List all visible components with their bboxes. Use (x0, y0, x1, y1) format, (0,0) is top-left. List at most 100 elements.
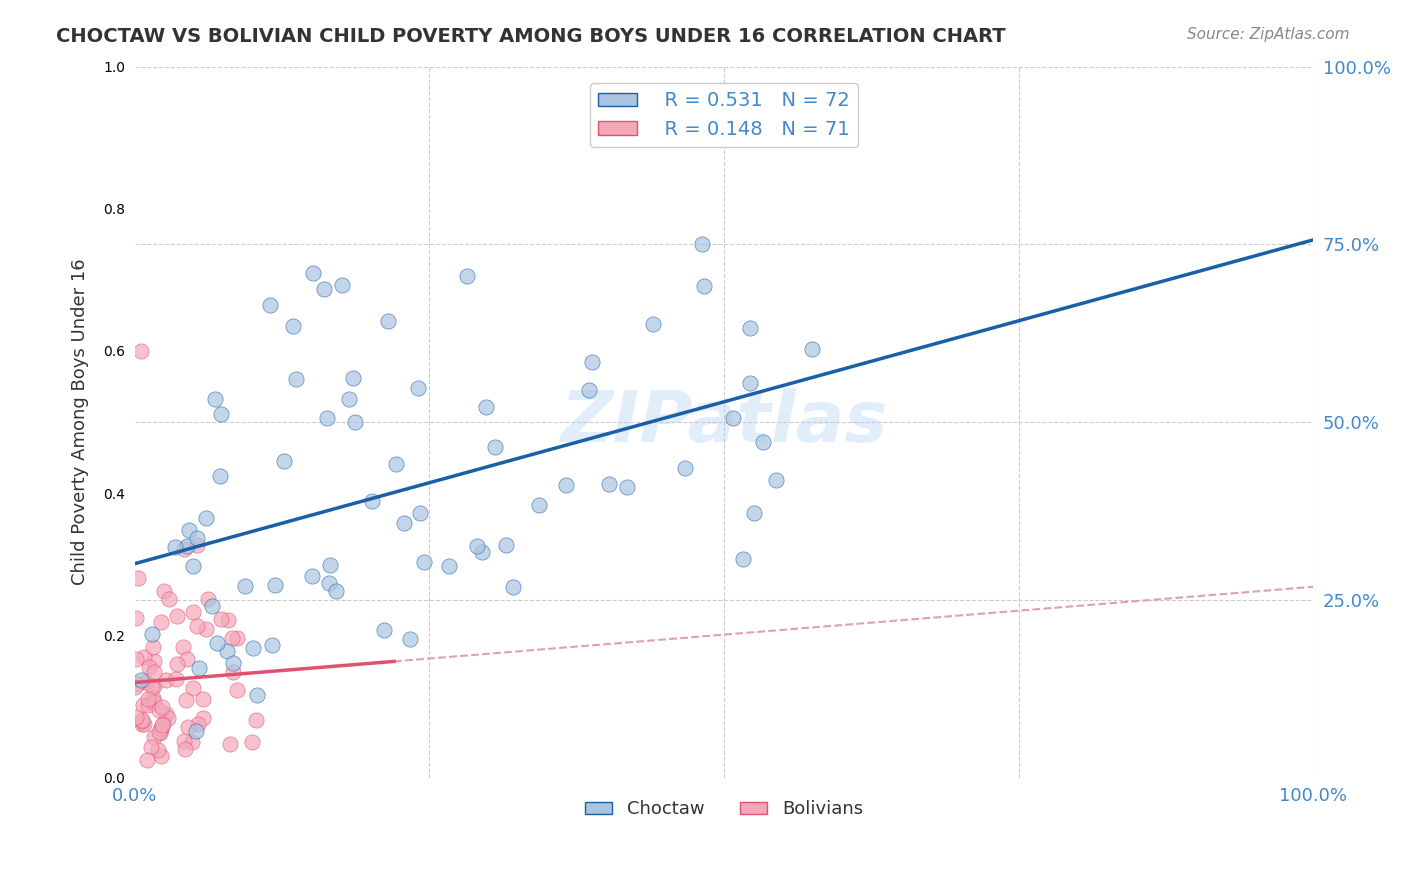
Point (148, 702, 170, 716)
Point (740, 376, 762, 390)
Point (301, 569, 323, 583)
Point (205, 635, 228, 649)
Point (502, 580, 524, 594)
Point (226, 631, 249, 645)
Point (318, 575, 340, 590)
Point (259, 298, 281, 312)
Point (731, 552, 754, 566)
Point (456, 269, 478, 284)
Point (132, 698, 155, 713)
Point (163, 541, 186, 555)
Point (342, 371, 364, 385)
Point (392, 516, 415, 531)
Point (155, 706, 177, 721)
Point (131, 717, 153, 731)
Point (142, 695, 165, 709)
Point (409, 506, 432, 520)
Point (330, 278, 353, 293)
Point (439, 559, 461, 574)
Point (413, 555, 436, 569)
Point (222, 665, 245, 679)
Point (135, 675, 157, 690)
Point (217, 613, 239, 627)
Point (262, 638, 284, 652)
Point (693, 278, 716, 293)
Point (136, 692, 159, 706)
Point (141, 680, 163, 694)
Point (475, 401, 498, 415)
Point (721, 411, 744, 425)
Point (209, 407, 232, 421)
Point (142, 640, 165, 655)
Point (385, 457, 408, 471)
Point (129, 673, 152, 687)
Point (471, 545, 494, 559)
Point (751, 434, 773, 449)
Point (125, 652, 148, 666)
Point (155, 673, 177, 688)
Point (150, 615, 173, 629)
Point (153, 584, 176, 599)
Point (284, 372, 307, 386)
Point (150, 699, 173, 714)
Point (578, 384, 600, 398)
Point (191, 711, 214, 725)
Point (134, 650, 156, 665)
Point (183, 606, 205, 620)
Point (125, 709, 148, 723)
Point (180, 735, 202, 749)
Point (337, 392, 360, 407)
Point (800, 343, 823, 357)
Point (181, 558, 204, 573)
Point (738, 321, 761, 335)
Point (616, 480, 638, 494)
Point (495, 538, 517, 552)
Point (222, 657, 245, 671)
Point (581, 355, 603, 369)
Legend: Choctaw, Bolivians: Choctaw, Bolivians (578, 793, 870, 825)
Text: CHOCTAW VS BOLIVIAN CHILD POVERTY AMONG BOYS UNDER 16 CORRELATION CHART: CHOCTAW VS BOLIVIAN CHILD POVERTY AMONG … (56, 27, 1005, 45)
Point (149, 748, 172, 763)
Point (176, 539, 198, 553)
Point (281, 319, 304, 334)
Point (143, 665, 166, 679)
Point (186, 538, 208, 552)
Point (643, 317, 665, 331)
Point (142, 679, 165, 693)
Point (174, 693, 197, 707)
Point (242, 640, 264, 655)
Point (204, 392, 226, 406)
Point (156, 711, 179, 725)
Point (742, 506, 765, 520)
Point (194, 511, 217, 525)
Point (127, 677, 149, 691)
Point (142, 654, 165, 668)
Point (343, 415, 366, 429)
Point (187, 661, 209, 675)
Point (143, 730, 166, 744)
Point (555, 478, 578, 492)
Point (373, 623, 395, 637)
Point (176, 652, 198, 666)
Point (173, 734, 195, 748)
Point (233, 579, 256, 593)
Point (177, 720, 200, 734)
Point (173, 742, 195, 756)
Point (166, 657, 188, 672)
Point (197, 592, 219, 607)
Point (150, 718, 173, 732)
Point (408, 381, 430, 395)
Point (209, 611, 232, 625)
Point (172, 640, 194, 655)
Point (245, 714, 267, 728)
Point (135, 753, 157, 767)
Point (125, 611, 148, 625)
Text: Source: ZipAtlas.com: Source: ZipAtlas.com (1187, 27, 1350, 42)
Point (312, 282, 335, 296)
Point (302, 266, 325, 280)
Point (319, 558, 342, 573)
Point (465, 539, 488, 553)
Point (273, 454, 295, 468)
Point (138, 698, 160, 713)
Point (152, 717, 174, 731)
